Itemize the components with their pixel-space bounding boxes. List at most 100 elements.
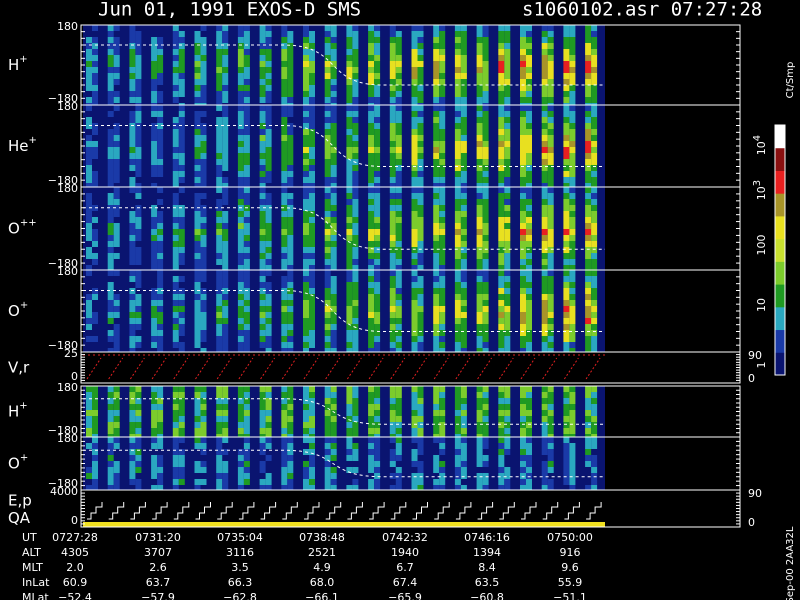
spectrogram-cell bbox=[454, 97, 461, 103]
spectrogram-cell bbox=[330, 135, 337, 141]
spectrogram-cell bbox=[547, 159, 554, 165]
spectrogram-cell bbox=[346, 467, 353, 473]
spectrogram-cell bbox=[563, 422, 570, 428]
spectrogram-cell bbox=[417, 31, 424, 37]
spectrogram-cell bbox=[482, 223, 489, 229]
spectrogram-cell bbox=[92, 235, 98, 241]
spectrogram-cell bbox=[135, 282, 142, 288]
spectrogram-cell bbox=[265, 159, 272, 165]
spectrogram-cell bbox=[569, 159, 576, 165]
spectrogram-cell bbox=[541, 259, 548, 265]
spectrogram-cell bbox=[417, 282, 424, 288]
spectrogram-cell bbox=[287, 318, 294, 324]
spectrogram-cell bbox=[178, 416, 185, 422]
spectrogram-cell bbox=[303, 330, 309, 336]
spectrogram-cell bbox=[222, 300, 229, 306]
stamp: Sep-00 2AA32L bbox=[785, 526, 796, 600]
spectrogram-cell bbox=[259, 485, 266, 490]
spectrogram-cell bbox=[498, 247, 505, 253]
spectrogram-cell bbox=[346, 229, 353, 235]
spectrogram-cell bbox=[200, 259, 207, 265]
spectrogram-cell bbox=[324, 276, 331, 282]
spectrogram-cell bbox=[498, 422, 505, 428]
spectrogram-cell bbox=[330, 422, 337, 428]
spectrogram-cell bbox=[585, 437, 592, 443]
spectrogram-cell bbox=[585, 318, 592, 324]
spectrogram-cell bbox=[107, 318, 114, 324]
y-tick-label: 180 bbox=[57, 432, 78, 445]
spectrogram-cell bbox=[216, 324, 223, 330]
spectrogram-cell bbox=[504, 479, 511, 485]
spectrogram-cell bbox=[476, 288, 483, 294]
spectrogram-cell bbox=[454, 342, 461, 348]
spectrogram-cell bbox=[92, 461, 98, 467]
spectrogram-cell bbox=[237, 306, 244, 312]
spectrogram-cell bbox=[129, 91, 136, 97]
spectrogram-cell bbox=[374, 392, 381, 398]
spectrogram-cell bbox=[563, 461, 570, 467]
spectrogram-cell bbox=[585, 461, 592, 467]
spectrogram-cell bbox=[222, 183, 229, 187]
spectrogram-cell bbox=[346, 241, 353, 247]
spectrogram-cell bbox=[417, 135, 424, 141]
spectrogram-cell bbox=[417, 336, 424, 342]
spectrogram-cell bbox=[281, 25, 288, 31]
spectrogram-cell bbox=[395, 416, 402, 422]
spectrogram-cell bbox=[113, 73, 120, 79]
spectrogram-cell bbox=[157, 479, 164, 485]
spectrogram-cell bbox=[417, 312, 424, 318]
spectrogram-cell bbox=[324, 449, 331, 455]
spectrogram-cell bbox=[411, 455, 418, 461]
spectrogram-cell bbox=[591, 253, 598, 259]
spectrogram-cell bbox=[243, 416, 250, 422]
spectrogram-cell bbox=[309, 199, 315, 205]
spectrogram-cell bbox=[352, 416, 359, 422]
spectrogram-cell bbox=[265, 434, 272, 437]
spectrogram-cell bbox=[439, 392, 446, 398]
spectrogram-cell bbox=[547, 183, 554, 187]
spectrogram-cell bbox=[237, 153, 244, 159]
spectrogram-cell bbox=[265, 105, 272, 111]
spectrogram-cell bbox=[460, 129, 467, 135]
spectrogram-cell bbox=[504, 79, 511, 85]
spectrogram-cell bbox=[287, 306, 294, 312]
spectrogram-cell bbox=[86, 312, 92, 318]
spectrogram-cell bbox=[563, 318, 570, 324]
spectrogram-cell bbox=[113, 479, 120, 485]
spectrogram-cell bbox=[107, 91, 114, 97]
spectrogram-cell bbox=[433, 85, 440, 91]
spectrogram-cell bbox=[591, 165, 598, 171]
spectrogram-cell bbox=[482, 199, 489, 205]
spectrogram-cell bbox=[389, 461, 396, 467]
spectrogram-cell bbox=[541, 312, 548, 318]
spectrogram-cell bbox=[433, 187, 440, 193]
spectrogram-cell bbox=[200, 324, 207, 330]
spectrogram-cell bbox=[547, 386, 554, 392]
spectrogram-cell bbox=[585, 449, 592, 455]
spectrogram-cell bbox=[374, 479, 381, 485]
spectrogram-cell bbox=[287, 449, 294, 455]
spectrogram-cell bbox=[151, 217, 158, 223]
spectrogram-cell bbox=[520, 205, 526, 211]
spectrogram-cell bbox=[563, 455, 570, 461]
spectrogram-cell bbox=[200, 135, 207, 141]
spectrogram-cell bbox=[200, 183, 207, 187]
spectrogram-cell bbox=[417, 85, 424, 91]
spectrogram-cell bbox=[417, 300, 424, 306]
spectrogram-cell bbox=[498, 276, 505, 282]
spectrogram-cell bbox=[200, 61, 207, 67]
spectrogram-cell bbox=[200, 147, 207, 153]
spectrogram-cell bbox=[591, 223, 598, 229]
spectrogram-cell bbox=[374, 25, 381, 31]
spectrogram-cell bbox=[346, 265, 353, 270]
spectrogram-cell bbox=[172, 485, 179, 490]
spectrogram-cell bbox=[454, 259, 461, 265]
spectrogram-cell bbox=[281, 49, 288, 55]
spectrogram-cell bbox=[265, 61, 272, 67]
spectrogram-cell bbox=[585, 111, 592, 117]
spectrogram-cell bbox=[526, 312, 532, 318]
spectrogram-cell bbox=[482, 416, 489, 422]
spectrogram-cell bbox=[287, 455, 294, 461]
spectrogram-cell bbox=[411, 123, 418, 129]
spectrogram-cell bbox=[433, 61, 440, 67]
